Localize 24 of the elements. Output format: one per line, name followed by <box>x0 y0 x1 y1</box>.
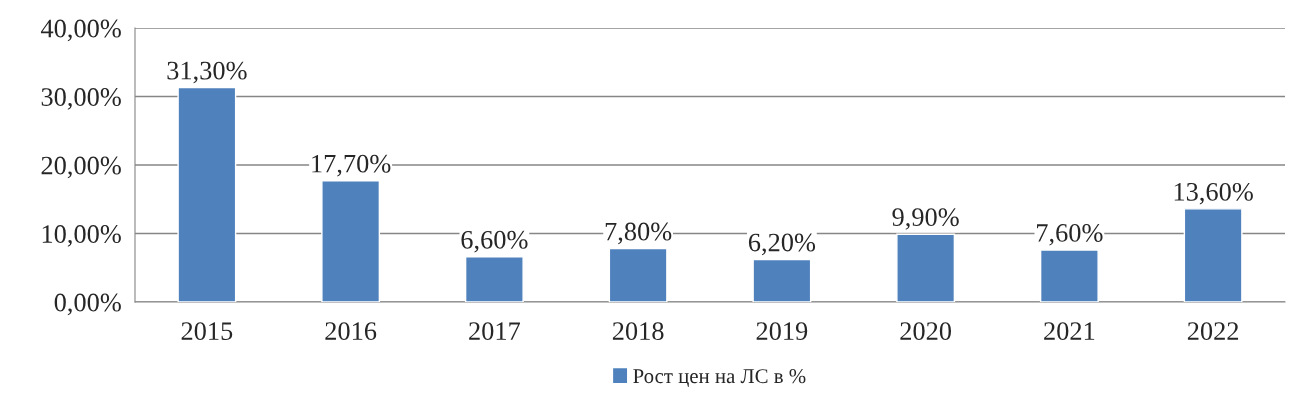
x-tick-label: 2015 <box>181 322 233 341</box>
data-label: 13,60% <box>1174 182 1253 205</box>
x-tick-label: 2021 <box>1044 322 1095 341</box>
bar <box>177 86 237 302</box>
x-tick-label: 2019 <box>756 322 808 341</box>
y-tick-label: 40,00% <box>40 19 121 42</box>
legend-label: Рост цен на ЛС в % <box>633 369 806 387</box>
x-tick-label: 2022 <box>1187 322 1239 341</box>
x-tick-label: 2020 <box>900 322 952 341</box>
y-tick-label: 30,00% <box>41 88 121 110</box>
y-tick-label: 0,00% <box>54 293 121 316</box>
data-label: 6,60% <box>461 230 528 253</box>
bar <box>1183 208 1243 302</box>
data-label: 7,80% <box>605 222 672 245</box>
x-tick-label: 2016 <box>325 322 377 341</box>
data-label: 6,20% <box>748 233 816 256</box>
data-label: 31,30% <box>167 61 247 84</box>
data-label: 9,90% <box>892 208 959 230</box>
x-tick-label: 2017 <box>469 322 521 341</box>
data-label: 7,60% <box>1037 223 1103 246</box>
data-label: 17,70% <box>312 154 391 177</box>
y-tick-label: 20,00% <box>41 156 121 179</box>
x-tick-label: 2018 <box>612 322 664 341</box>
y-tick-label: 10,00% <box>42 225 121 247</box>
